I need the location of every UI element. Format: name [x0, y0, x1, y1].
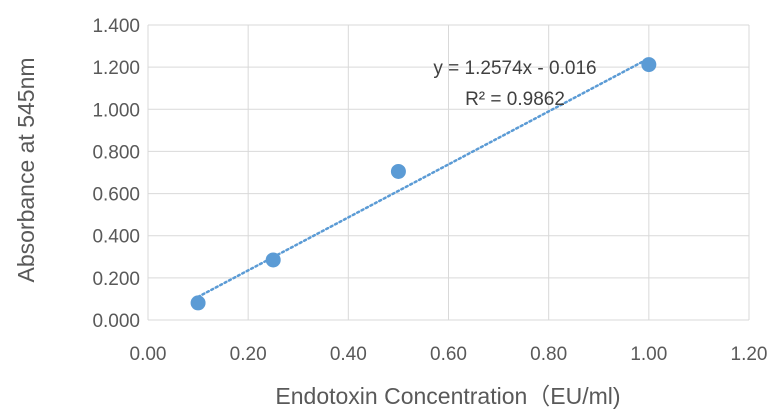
trendline [196, 57, 651, 299]
data-point [265, 252, 281, 268]
trendline-group [196, 57, 651, 299]
x-tick-label: 1.00 [630, 344, 667, 365]
data-points [190, 57, 657, 311]
data-point [390, 163, 406, 179]
y-tick-label: 1.000 [92, 100, 140, 121]
x-axis-title: Endotoxin Concentration（EU/ml) [275, 383, 620, 409]
y-axis-title: Absorbance at 545nm [13, 57, 39, 282]
r-squared-label: R² = 0.9862 [465, 89, 565, 110]
x-tick-label: 0.00 [130, 344, 167, 365]
x-tick-label: 0.40 [330, 344, 367, 365]
y-tick-label: 0.800 [92, 142, 140, 163]
y-tick-label: 1.400 [92, 16, 140, 37]
x-tick-label: 0.20 [230, 344, 267, 365]
x-tick-label: 0.60 [430, 344, 467, 365]
y-tick-label: 1.200 [92, 58, 140, 79]
data-point [641, 57, 657, 73]
x-tick-labels: 0.00 0.20 0.40 0.60 0.80 1.00 1.20 [130, 344, 768, 365]
x-tick-label: 1.20 [731, 344, 768, 365]
y-tick-label: 0.200 [92, 269, 140, 290]
y-tick-label: 0.600 [92, 185, 140, 206]
y-tick-labels: 0.000 0.200 0.400 0.600 0.800 1.000 1.200 1.400 [92, 16, 140, 332]
y-tick-label: 0.000 [92, 311, 140, 332]
x-tick-label: 0.80 [530, 344, 567, 365]
trendline-equation: y = 1.2574x - 0.016 [433, 58, 596, 79]
gridlines [147, 24, 750, 321]
y-tick-label: 0.400 [92, 227, 140, 248]
data-point [190, 295, 206, 311]
